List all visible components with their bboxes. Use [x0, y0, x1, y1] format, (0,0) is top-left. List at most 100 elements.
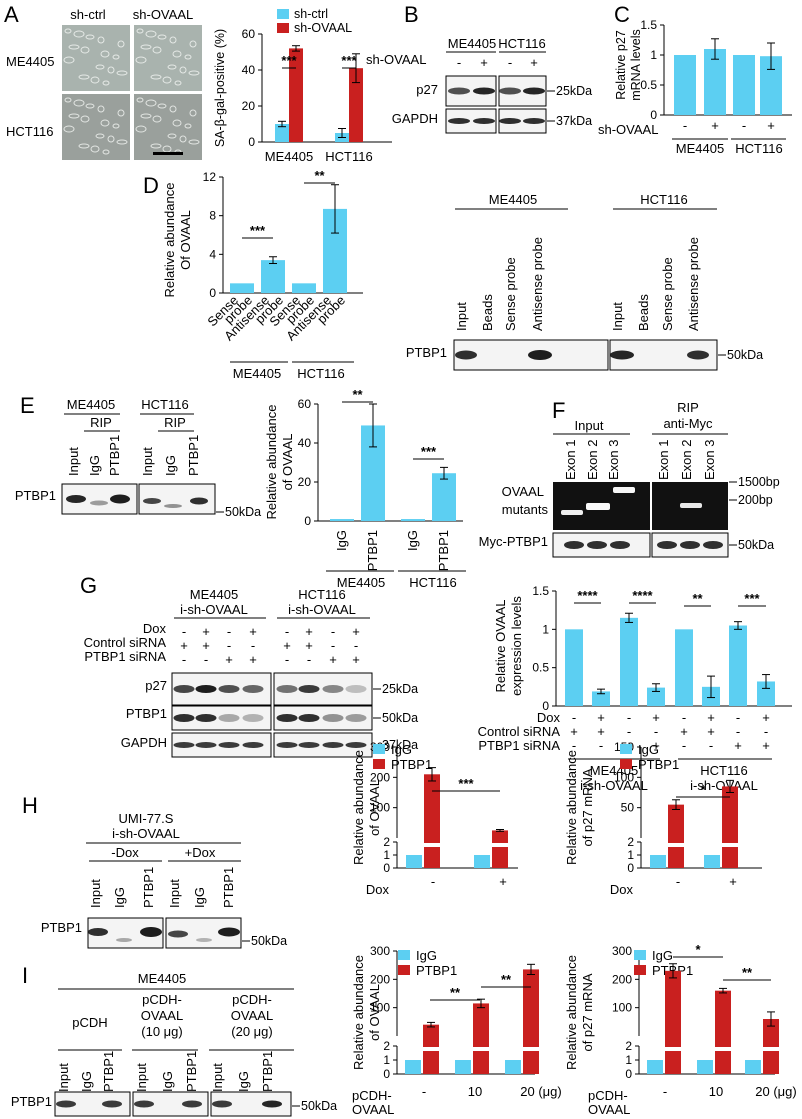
cell-shape — [179, 66, 187, 74]
cell-shape — [145, 30, 157, 38]
chart-g-sign: + — [707, 724, 715, 739]
blot-band — [448, 118, 470, 124]
blot-g-condition: PTBP1 siRNA — [84, 649, 166, 664]
chart-c-y-tick-label: 1.5 — [640, 18, 657, 32]
scale-bar — [153, 152, 183, 155]
legend-swatch-igg — [398, 950, 410, 960]
blot-band — [276, 685, 298, 693]
blot-b-cell-label: ME4405 — [448, 36, 496, 51]
bar-ovaal-expression — [675, 629, 693, 706]
chart-e-x-label: IgG — [405, 530, 420, 551]
marker-37kda: 37kDa — [382, 738, 418, 752]
blot-band — [182, 1100, 202, 1108]
cell-shape — [184, 54, 192, 60]
axis-break-gap — [523, 1047, 539, 1051]
blot-g-sign: + — [202, 638, 210, 653]
blot-band — [190, 497, 208, 505]
blot-g-group-label: i-sh-OVAAL — [180, 602, 248, 617]
bar-ovaal-abundance — [432, 473, 456, 521]
blot-i-lane-label: Input — [56, 1063, 71, 1092]
blot-h-lane-label: IgG — [192, 887, 207, 908]
cell-shape — [145, 99, 157, 107]
chart-I2-y-tick-label: 2 — [625, 1039, 632, 1053]
chart-e-x-label: PTBP1 — [365, 530, 380, 571]
cell-shape — [179, 135, 187, 143]
chart-h1-x-label: - — [431, 874, 435, 889]
chart-I1-y-tick-label: 0 — [383, 1067, 390, 1081]
significance-marker: ** — [692, 591, 703, 606]
chart-H1-y-tick-label: 1 — [383, 848, 390, 862]
gel-band — [613, 487, 635, 493]
chart-H2-y-tick-label: 100 — [614, 770, 634, 784]
bar-ptbp1 — [763, 1019, 779, 1074]
chart-c-category: HCT116 — [735, 141, 782, 156]
blot-b-treatment: sh-OVAAL — [366, 52, 426, 67]
chart-g-condition: Control siRNA — [478, 724, 561, 739]
blot-e-rip: RIP — [164, 415, 186, 430]
blot-h-cell-label: UMI-77.S — [119, 811, 174, 826]
blot-band — [703, 541, 723, 549]
panel-label-e: E — [20, 393, 35, 418]
blot-f-lane-label: Exon 3 — [702, 440, 717, 480]
chart-g-sign: - — [654, 724, 658, 739]
cell-shape — [116, 139, 128, 145]
blot-g-sign: - — [227, 638, 231, 653]
axis-break-gap — [665, 1047, 681, 1051]
chart-g-sign: + — [597, 724, 605, 739]
cell-shape — [107, 135, 115, 143]
blot-g-sign: + — [329, 652, 337, 667]
blot-band — [218, 714, 240, 722]
bar-ptbp1 — [473, 1003, 489, 1074]
bar-p27-mrna — [704, 49, 726, 115]
bar-igg — [647, 1060, 663, 1074]
blot-band — [218, 927, 240, 937]
chart-g-sign: - — [572, 710, 576, 725]
chart-i1-x-label: 10 — [468, 1084, 482, 1099]
blot-band — [173, 685, 195, 693]
chart-h2-condition: Dox — [610, 882, 634, 897]
chart-i1-x-label: - — [422, 1084, 426, 1099]
panel-label-g: G — [80, 573, 97, 598]
blot-f-lane-label: Exon 1 — [656, 440, 671, 480]
blot-band — [448, 87, 470, 95]
chart-g-sign: - — [764, 724, 768, 739]
blot-i-lane-label: IgG — [160, 1071, 175, 1092]
chart-g-sign: + — [652, 710, 660, 725]
bar-ptbp1 — [523, 969, 539, 1074]
blot-f-group-label: RIP — [677, 400, 699, 415]
panel-label-h: H — [22, 793, 38, 818]
legend-label-igg: IgG — [652, 948, 673, 963]
chart-e-y-tick-label: 40 — [298, 436, 312, 450]
chart-a-y-tick-label: 0 — [248, 135, 255, 149]
blot-g-sign: + — [352, 652, 360, 667]
chart-a-category-label: HCT116 — [325, 149, 372, 164]
bar-igg — [745, 1060, 761, 1074]
cell-shape — [95, 133, 105, 139]
bar-p27-mrna — [760, 56, 782, 115]
blot-g-sign: + — [352, 624, 360, 639]
blot-b-sign: + — [480, 55, 488, 70]
chart-g-sign: - — [627, 724, 631, 739]
blot-g-sign: + — [249, 652, 257, 667]
chart-H1-y-tick-label: 2 — [383, 835, 390, 849]
gel-band — [561, 510, 583, 515]
cell-shape — [167, 64, 177, 70]
cell-shape — [135, 56, 147, 64]
chart-h1-x-label: + — [499, 874, 507, 889]
blot-g-sign: + — [180, 638, 188, 653]
blot-g-sign: + — [202, 624, 210, 639]
cell-shape — [162, 76, 172, 84]
blot-h-row-label: PTBP1 — [41, 920, 82, 935]
chart-g-sign: + — [652, 738, 660, 753]
cell-shape — [90, 145, 100, 153]
bar-ptbp1 — [722, 786, 738, 868]
chart-e-ylabel: of OVAAL — [280, 434, 295, 491]
cell-shape — [80, 46, 90, 54]
marker-1500bp: 1500bp — [738, 475, 780, 489]
significance-marker: *** — [281, 53, 297, 68]
blot-i-cell-label: ME4405 — [138, 971, 186, 986]
chart-g-sign: - — [736, 710, 740, 725]
chart-H2-y-tick-label: 50 — [621, 801, 635, 815]
micrograph-row-label: HCT116 — [6, 124, 53, 139]
